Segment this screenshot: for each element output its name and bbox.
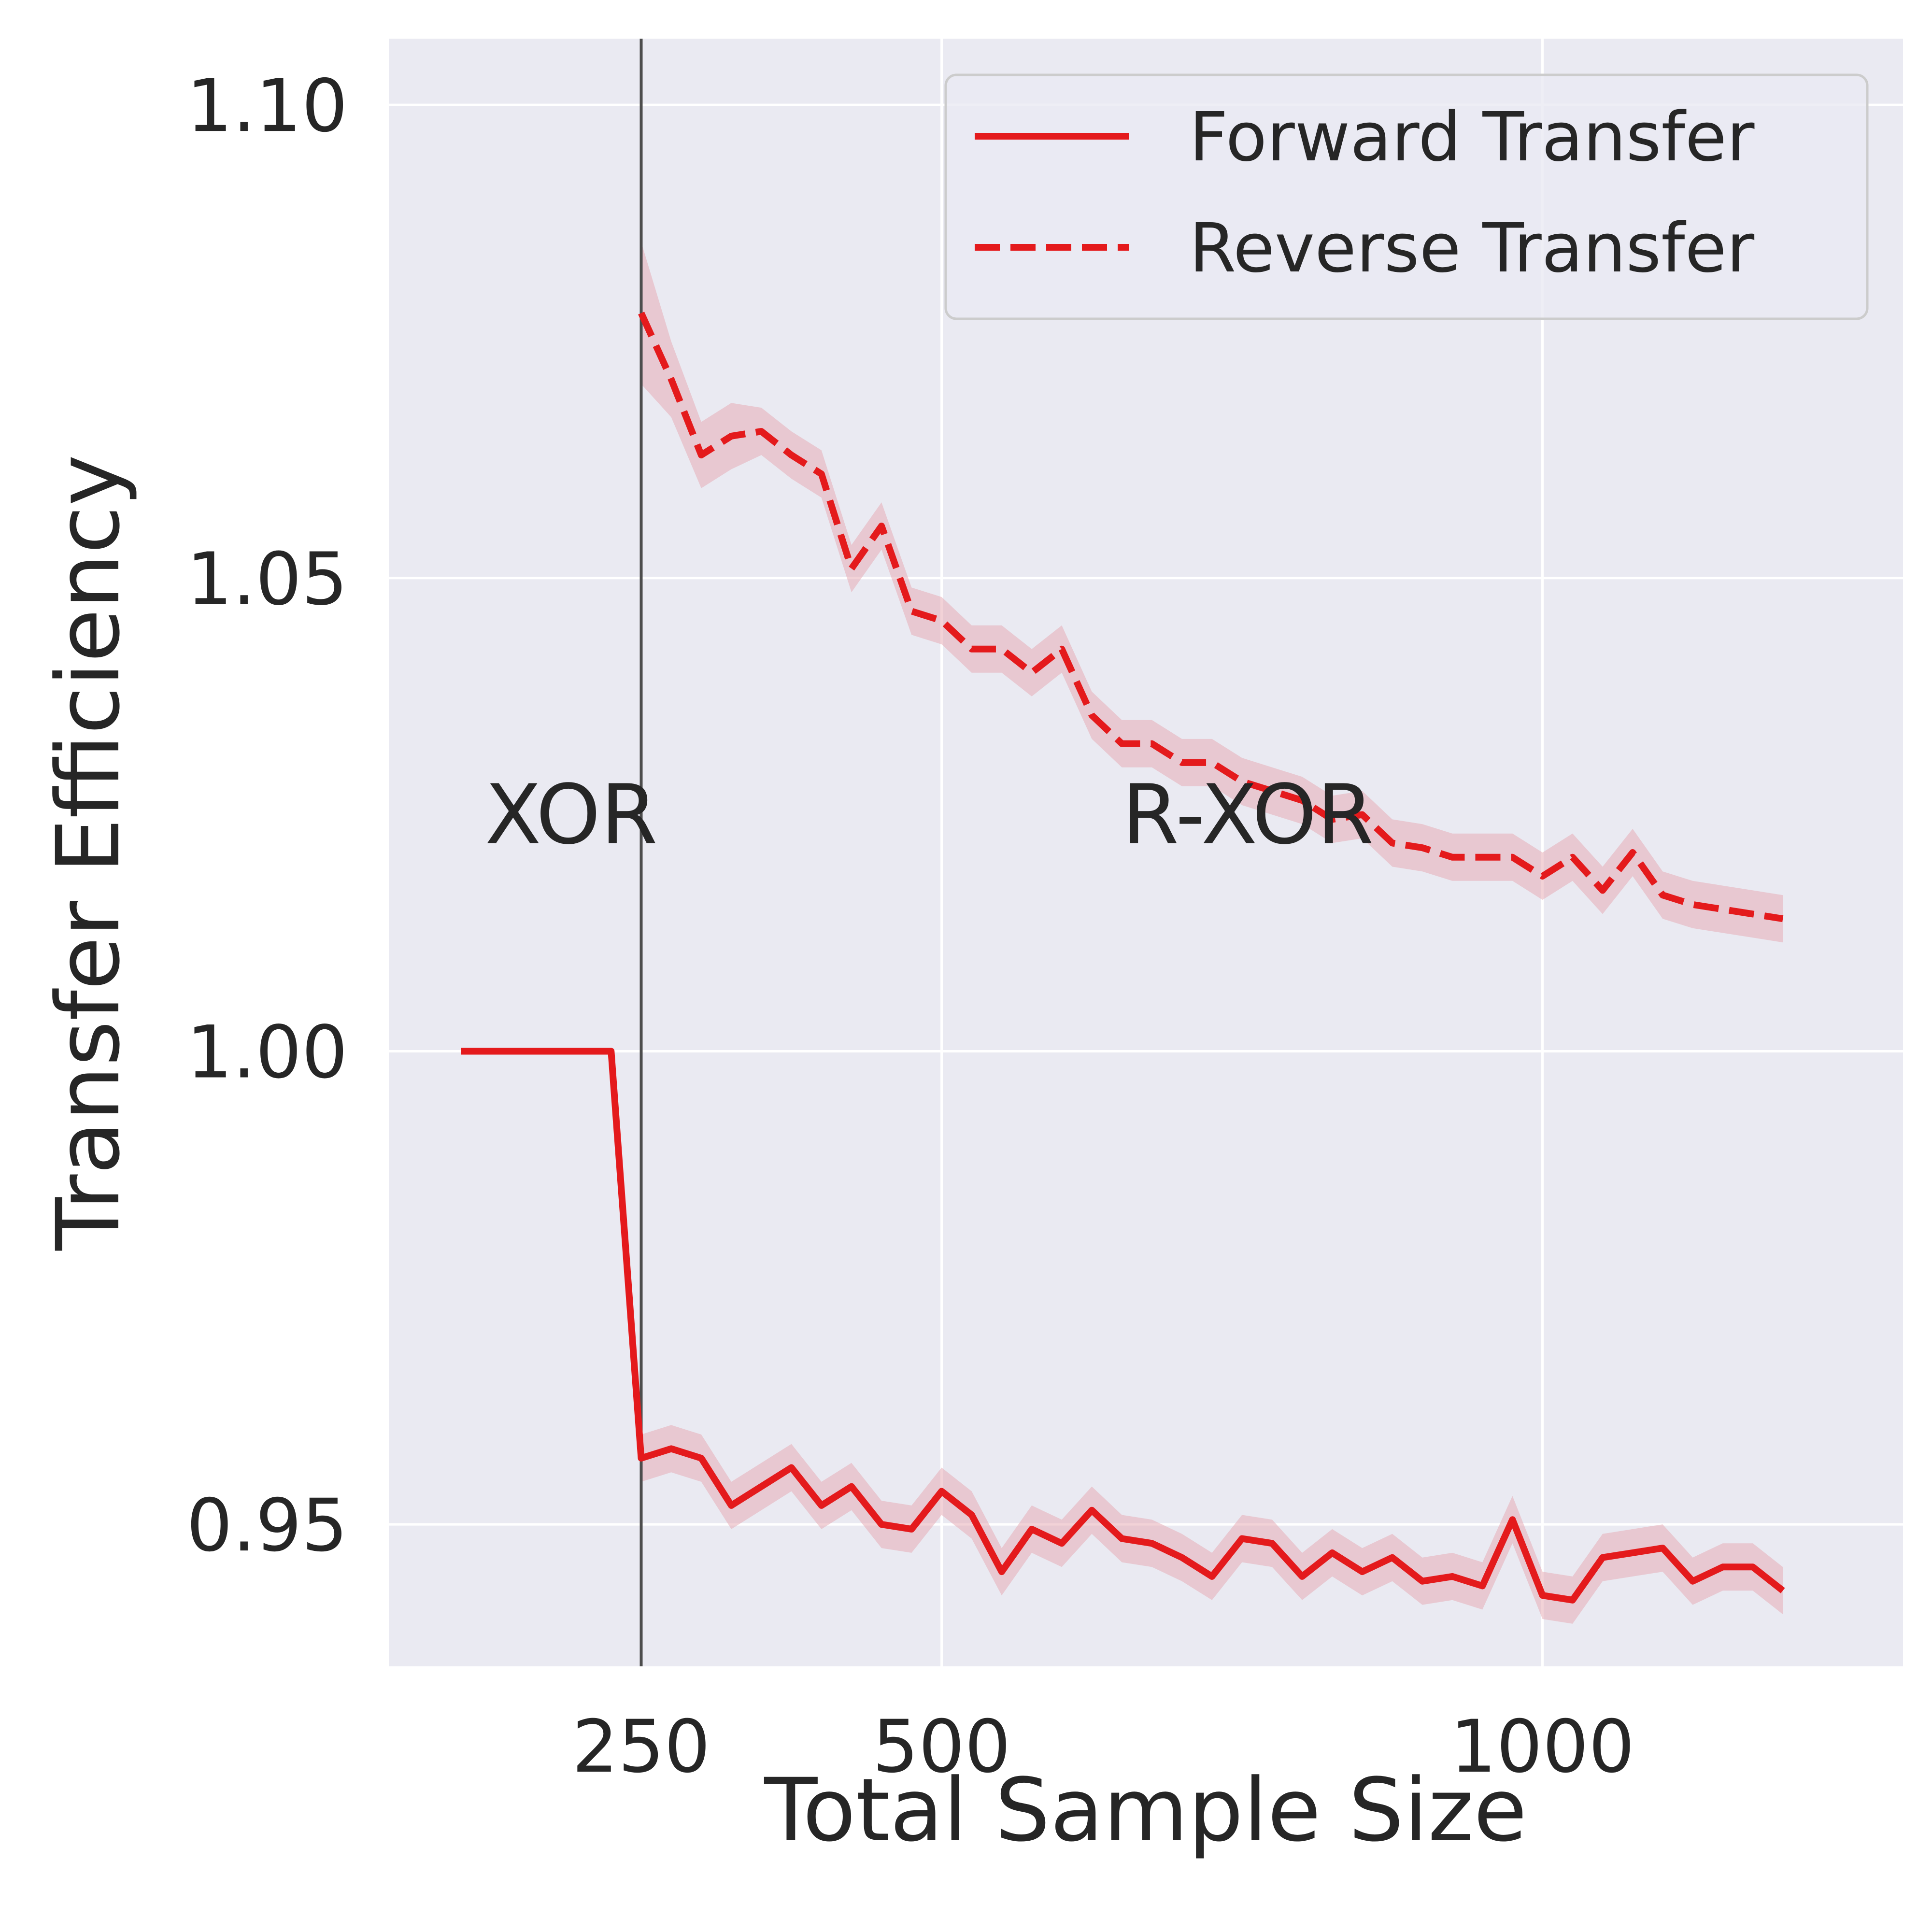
legend-frame — [944, 73, 1869, 320]
y-tick-label-1-00: 1.00 — [186, 1010, 348, 1094]
legend-label-reverse-transfer: Reverse Transfer — [1189, 209, 1755, 288]
x-tick-label-500: 500 — [872, 1705, 1010, 1789]
legend: Forward Transfer Reverse Transfer — [944, 73, 1869, 320]
series-lines — [461, 312, 1785, 1604]
y-axis-title: Transfer Efficiency — [38, 455, 139, 1251]
y-tick-labels: 0.95 1.00 1.05 1.10 — [186, 64, 348, 1568]
y-tick-label-0-95: 0.95 — [186, 1484, 348, 1568]
y-tick-label-1-10: 1.10 — [186, 64, 348, 148]
annotation-xor: XOR — [485, 767, 658, 863]
x-tick-label-250: 250 — [572, 1705, 710, 1789]
region-annotations: XOR R-XOR — [485, 767, 1374, 863]
y-tick-label-1-05: 1.05 — [186, 538, 348, 622]
x-tick-label-1000: 1000 — [1450, 1705, 1635, 1789]
band-forward-transfer — [461, 1051, 1783, 1624]
x-tick-labels: 250 500 1000 — [572, 1705, 1634, 1789]
x-axis-title: Total Sample Size — [764, 1760, 1527, 1861]
annotation-r-xor: R-XOR — [1122, 767, 1374, 863]
legend-label-forward-transfer: Forward Transfer — [1189, 98, 1755, 177]
line-forward-transfer — [461, 1048, 1785, 1604]
line-reverse-transfer — [638, 312, 1784, 923]
confidence-bands — [461, 242, 1783, 1624]
